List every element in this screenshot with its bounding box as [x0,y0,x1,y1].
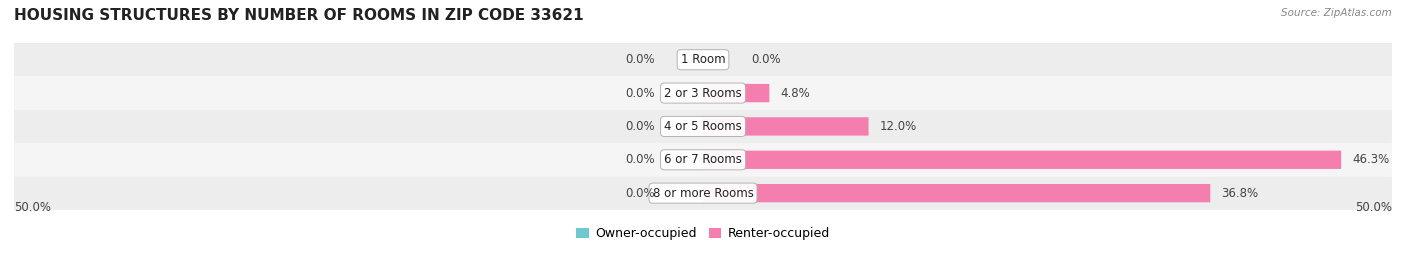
Text: 4 or 5 Rooms: 4 or 5 Rooms [664,120,742,133]
Text: 0.0%: 0.0% [626,87,655,100]
Text: 4.8%: 4.8% [780,87,810,100]
Text: 0.0%: 0.0% [626,53,655,66]
Text: 0.0%: 0.0% [626,187,655,200]
Text: 8 or more Rooms: 8 or more Rooms [652,187,754,200]
Text: 50.0%: 50.0% [14,201,51,214]
FancyBboxPatch shape [703,84,769,102]
FancyBboxPatch shape [14,176,1392,210]
FancyBboxPatch shape [703,117,869,136]
Text: 12.0%: 12.0% [879,120,917,133]
Legend: Owner-occupied, Renter-occupied: Owner-occupied, Renter-occupied [576,227,830,240]
Text: HOUSING STRUCTURES BY NUMBER OF ROOMS IN ZIP CODE 33621: HOUSING STRUCTURES BY NUMBER OF ROOMS IN… [14,8,583,23]
FancyBboxPatch shape [703,151,1341,169]
Text: 0.0%: 0.0% [751,53,780,66]
FancyBboxPatch shape [703,184,1211,202]
Text: 6 or 7 Rooms: 6 or 7 Rooms [664,153,742,166]
Text: 0.0%: 0.0% [626,153,655,166]
Text: 1 Room: 1 Room [681,53,725,66]
Text: 0.0%: 0.0% [626,120,655,133]
Text: Source: ZipAtlas.com: Source: ZipAtlas.com [1281,8,1392,18]
Text: 36.8%: 36.8% [1220,187,1258,200]
FancyBboxPatch shape [14,76,1392,110]
FancyBboxPatch shape [14,110,1392,143]
FancyBboxPatch shape [14,43,1392,76]
Text: 46.3%: 46.3% [1353,153,1389,166]
Text: 50.0%: 50.0% [1355,201,1392,214]
FancyBboxPatch shape [14,143,1392,176]
Text: 2 or 3 Rooms: 2 or 3 Rooms [664,87,742,100]
